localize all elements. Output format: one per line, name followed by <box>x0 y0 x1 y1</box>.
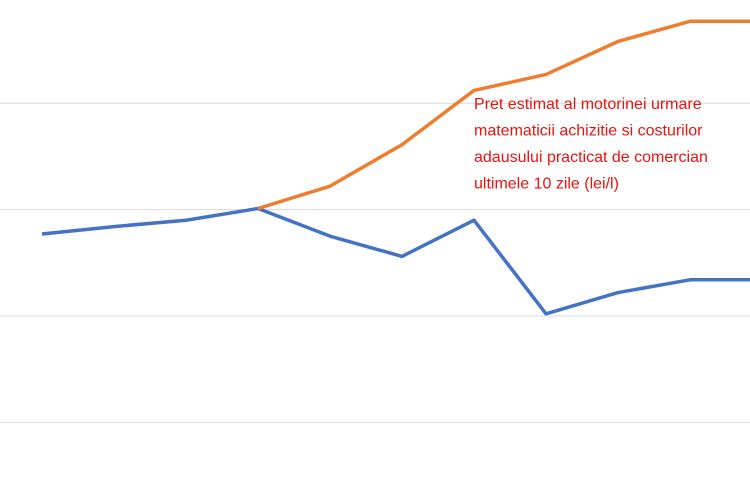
annotation-line: matematicii achizitie si costurilor <box>474 123 703 140</box>
data-line <box>41 206 750 316</box>
annotation-line: Pret estimat al motorinei urmare <box>474 96 702 113</box>
data-line <box>257 19 750 211</box>
annotation-line: ultimele 10 zile (lei/l) <box>474 176 619 193</box>
annotation-line: adausului practicat de comercian <box>474 149 708 166</box>
